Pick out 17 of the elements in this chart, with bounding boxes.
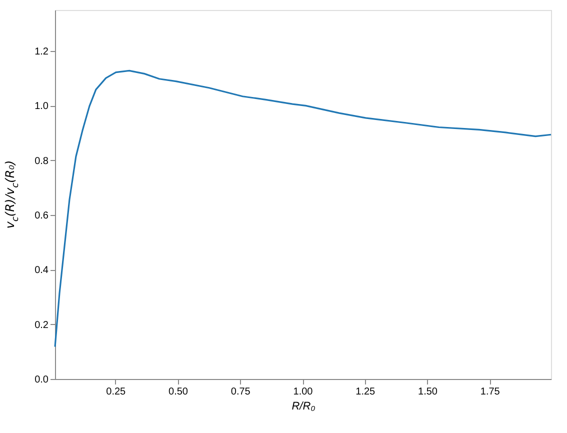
- line-series: [54, 70, 552, 348]
- y-axis-title: vc(R)/vc(R₀): [3, 160, 21, 229]
- x-tick-label: 0.75: [230, 386, 251, 398]
- x-tick-label: 0.25: [106, 386, 126, 398]
- x-tick-label: 1.25: [356, 386, 376, 398]
- x-tick-label: 1.75: [480, 386, 500, 398]
- x-tick-label: 1.00: [293, 386, 314, 398]
- y-tick-label: 0.6: [34, 210, 49, 222]
- y-tick-label: 0.2: [34, 320, 49, 331]
- y-tick-label: 1.0: [34, 101, 49, 112]
- y-tick-label: 1.2: [34, 46, 49, 58]
- y-tick-label: 0.0: [34, 374, 49, 386]
- x-axis-title: R/R₀: [292, 400, 316, 412]
- x-tick-label: 0.50: [168, 386, 188, 398]
- y-tick-label: 0.4: [34, 265, 49, 276]
- y-tick-label: 0.8: [34, 156, 49, 167]
- x-tick-label: 1.50: [418, 386, 438, 398]
